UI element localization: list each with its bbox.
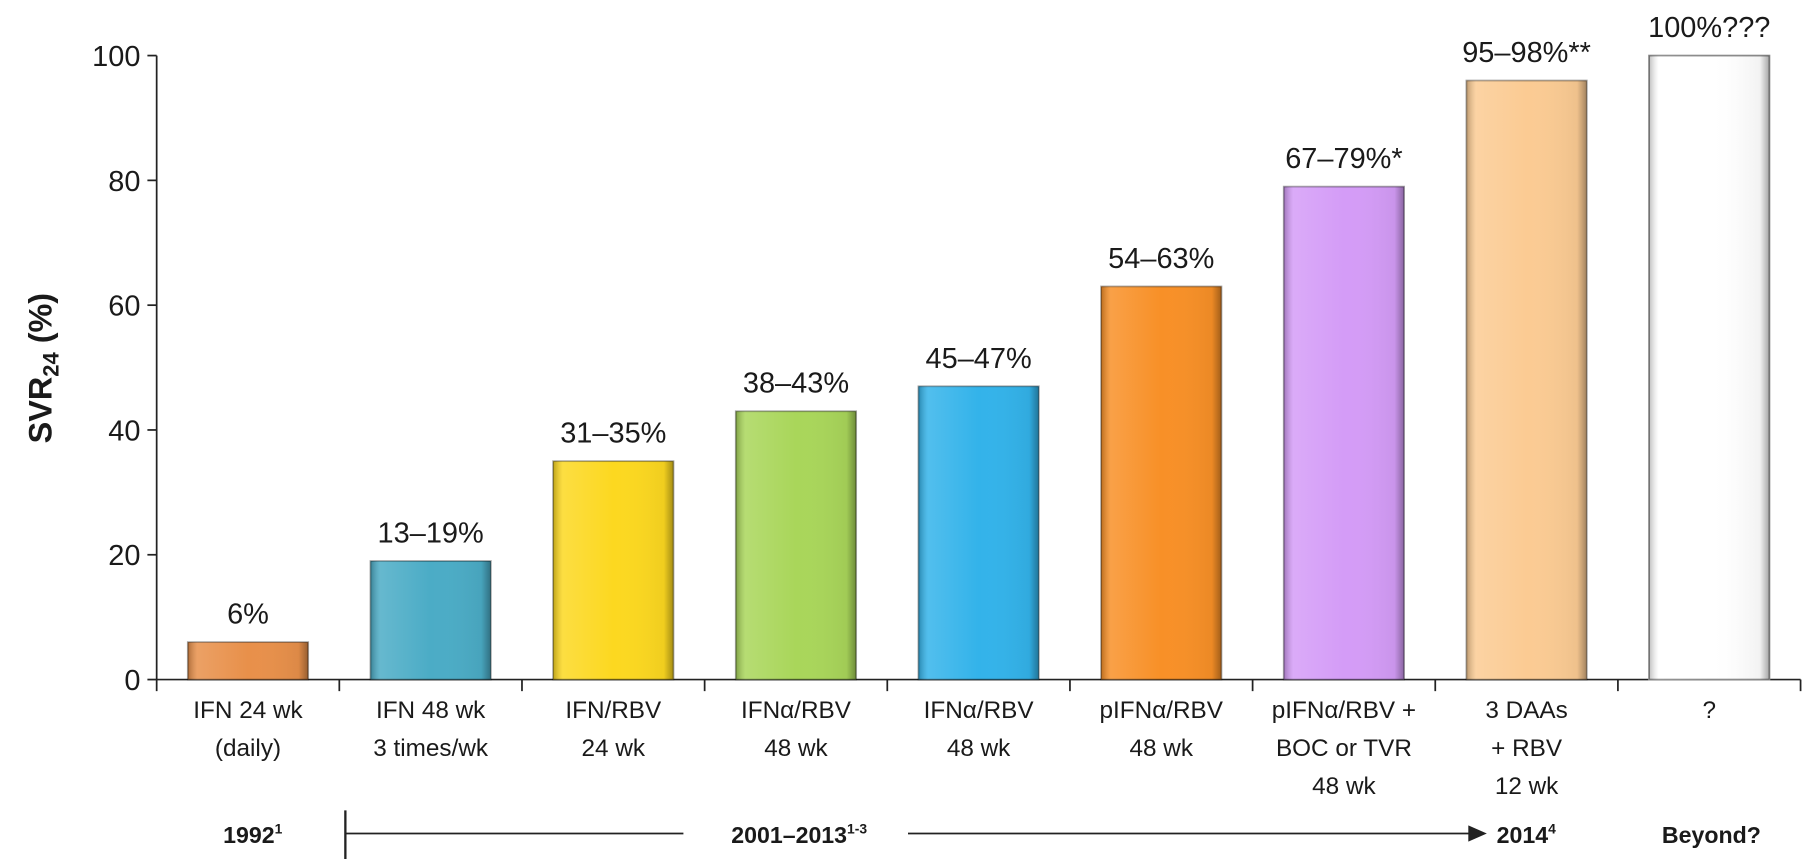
value-label: 45–47% <box>926 343 1032 375</box>
value-label: 67–79%* <box>1285 143 1402 175</box>
x-tick-label-line: 3 DAAs <box>1485 697 1567 724</box>
y-axis-title-subscript: 24 <box>38 352 63 377</box>
x-tick-label: IFNα/RBV 48 wk <box>924 697 1035 762</box>
x-tick-label: 3 DAAs + RBV 12 wk <box>1485 697 1567 800</box>
bar <box>917 385 1040 681</box>
era-label-sup: 4 <box>1548 821 1556 837</box>
era-label: Beyond? <box>1662 822 1761 848</box>
x-tick-label-line: IFN 48 wk <box>376 697 486 724</box>
y-tick-label: 0 <box>124 665 140 697</box>
value-label: 54–63% <box>1108 243 1214 275</box>
x-tick-label-line: BOC or TVR <box>1276 735 1412 762</box>
x-tick-label-line: 48 wk <box>764 735 828 762</box>
x-tick-label-line: IFN 24 wk <box>193 697 303 724</box>
x-tick-label-line: pIFNα/RBV + <box>1272 697 1416 724</box>
bar <box>1465 79 1588 681</box>
x-tick-label-line: 48 wk <box>947 735 1011 762</box>
era-label-text: 2014 <box>1497 822 1549 848</box>
x-tick-label-line: IFNα/RBV <box>741 697 852 724</box>
era-label: 20144 <box>1497 821 1556 848</box>
x-tick-label: IFN 48 wk 3 times/wk <box>373 697 489 762</box>
era-label-text: 1992 <box>223 822 274 848</box>
y-tick-label: 60 <box>108 291 140 323</box>
era-label: 19921 <box>223 821 282 848</box>
x-tick-label-line: 12 wk <box>1495 773 1559 800</box>
x-tick-label-line: 3 times/wk <box>373 735 489 762</box>
bar <box>734 410 858 681</box>
bar <box>369 560 492 681</box>
y-tick-label: 80 <box>108 166 140 198</box>
value-label: 31–35% <box>560 418 666 450</box>
era-label: 2001–20131-3 <box>731 821 867 848</box>
x-tick-label-line: ? <box>1702 697 1716 724</box>
x-tick-label: ? <box>1702 697 1716 724</box>
x-tick-label: pIFNα/RBV 48 wk <box>1100 697 1224 762</box>
x-tick-label: IFN/RBV 24 wk <box>565 697 662 762</box>
era-arrowhead <box>1468 825 1487 842</box>
y-axis-title-text: SVR <box>22 377 58 444</box>
era-label-text: 2001–2013 <box>731 822 847 848</box>
x-tick-label-line: + RBV <box>1491 735 1563 762</box>
x-tick-label: pIFNα/RBV + BOC or TVR 48 wk <box>1272 697 1416 800</box>
x-tick-label: IFN 24 wk (daily) <box>193 697 303 762</box>
bar <box>186 641 310 681</box>
bar <box>1282 185 1405 681</box>
value-label: 100%??? <box>1648 12 1770 44</box>
y-tick-label: 40 <box>108 415 140 447</box>
value-label: 13–19% <box>378 517 484 549</box>
y-tick-label: 20 <box>108 540 140 572</box>
era-label-sup: 1 <box>275 821 283 837</box>
value-label: 38–43% <box>743 368 849 400</box>
x-tick-label-line: 24 wk <box>582 735 646 762</box>
bar <box>552 460 675 681</box>
y-tick-label: 100 <box>92 41 140 73</box>
y-axis-title-suffix: (%) <box>22 293 58 352</box>
era-label-text: Beyond? <box>1662 822 1761 848</box>
x-tick-label-line: pIFNα/RBV <box>1100 697 1224 724</box>
value-label: 95–98%** <box>1462 37 1591 69</box>
bar <box>1100 285 1223 681</box>
bar <box>1648 54 1771 681</box>
x-tick-label-line: IFNα/RBV <box>924 697 1035 724</box>
value-label: 6% <box>227 599 269 631</box>
y-axis-title: SVR24 (%) <box>22 293 63 444</box>
era-label-sup: 1-3 <box>847 821 867 837</box>
x-tick-label-line: IFN/RBV <box>565 697 662 724</box>
x-tick-label-line: 48 wk <box>1130 735 1194 762</box>
x-tick-label-line: (daily) <box>215 735 281 762</box>
x-tick-label: IFNα/RBV 48 wk <box>741 697 852 762</box>
x-tick-label-line: 48 wk <box>1312 773 1376 800</box>
